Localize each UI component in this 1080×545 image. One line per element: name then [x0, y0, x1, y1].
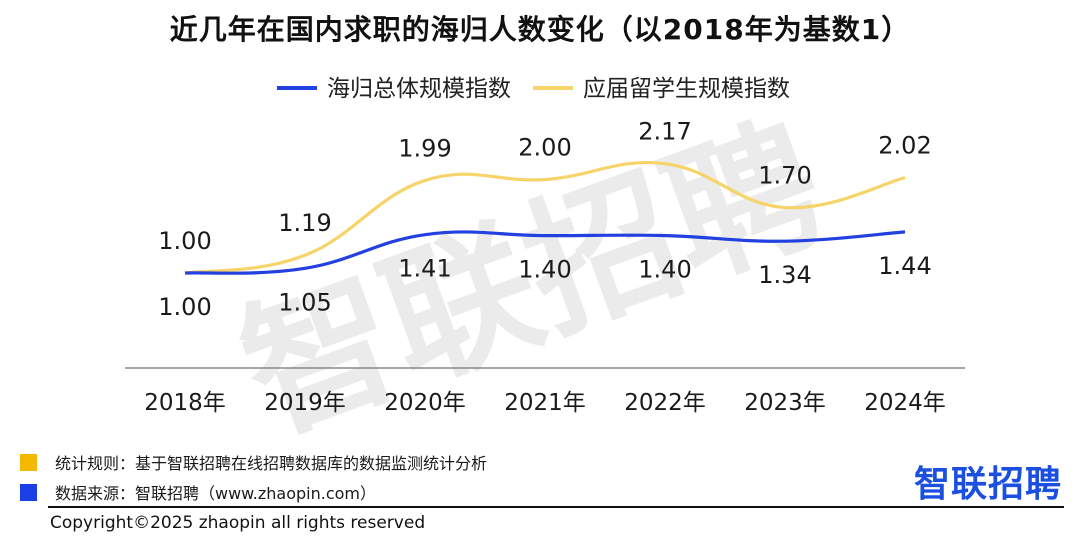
data-source-note: 数据来源：智联招聘（www.zhaopin.com） — [20, 480, 376, 504]
overall-value-label-1: 1.05 — [278, 288, 331, 316]
overall-value-label-2: 1.41 — [398, 255, 451, 283]
overall-value-label-6: 1.44 — [878, 252, 931, 280]
fresh-value-label-2: 1.99 — [398, 134, 451, 162]
fresh-value-label-1: 1.19 — [278, 209, 331, 237]
chart-title: 近几年在国内求职的海归人数变化（以2018年为基数1） — [169, 13, 911, 46]
legend-label-0: 海归总体规模指数 — [327, 76, 511, 102]
fresh-value-label-5: 1.70 — [758, 162, 811, 190]
x-tick-label-0: 2018年 — [144, 390, 226, 416]
x-tick-label-3: 2021年 — [504, 390, 586, 416]
data-source-text: 数据来源：智联招聘（www.zhaopin.com） — [55, 484, 377, 503]
overall-value-label-5: 1.34 — [758, 261, 811, 289]
overall-value-label-4: 1.40 — [638, 256, 691, 284]
copyright-text: Copyright©2025 zhaopin all rights reserv… — [50, 513, 426, 533]
fresh-value-label-6: 2.02 — [878, 132, 931, 160]
zhaopin-logo: 智联招聘 — [913, 464, 1062, 505]
x-tick-label-2: 2020年 — [384, 390, 466, 416]
source-color-square — [20, 483, 37, 501]
fresh-value-label-3: 2.00 — [518, 134, 571, 162]
overall-value-label-0: 1.00 — [158, 293, 211, 321]
x-tick-label-6: 2024年 — [864, 390, 946, 416]
x-tick-label-5: 2023年 — [744, 390, 826, 416]
stat-rule-note: 统计规则：基于智联招聘在线招聘数据库的数据监测统计分析 — [20, 450, 487, 474]
rule-color-square — [20, 453, 37, 471]
footer-divider — [48, 506, 1064, 508]
line-chart: 智联招聘 海归总体规模指数 应届留学生规模指数 1.001.191.99 2.002… — [125, 76, 965, 440]
stat-rule-text: 统计规则：基于智联招聘在线招聘数据库的数据监测统计分析 — [55, 454, 488, 473]
chart-legend: 海归总体规模指数 应届留学生规模指数 — [277, 76, 790, 102]
fresh-value-label-4: 2.17 — [638, 118, 691, 146]
x-tick-label-1: 2019年 — [264, 390, 346, 416]
x-tick-label-4: 2022年 — [624, 390, 706, 416]
legend-label-1: 应届留学生规模指数 — [583, 76, 790, 102]
fresh-value-label-0: 1.00 — [158, 227, 211, 255]
overall-value-label-3: 1.40 — [518, 256, 571, 284]
